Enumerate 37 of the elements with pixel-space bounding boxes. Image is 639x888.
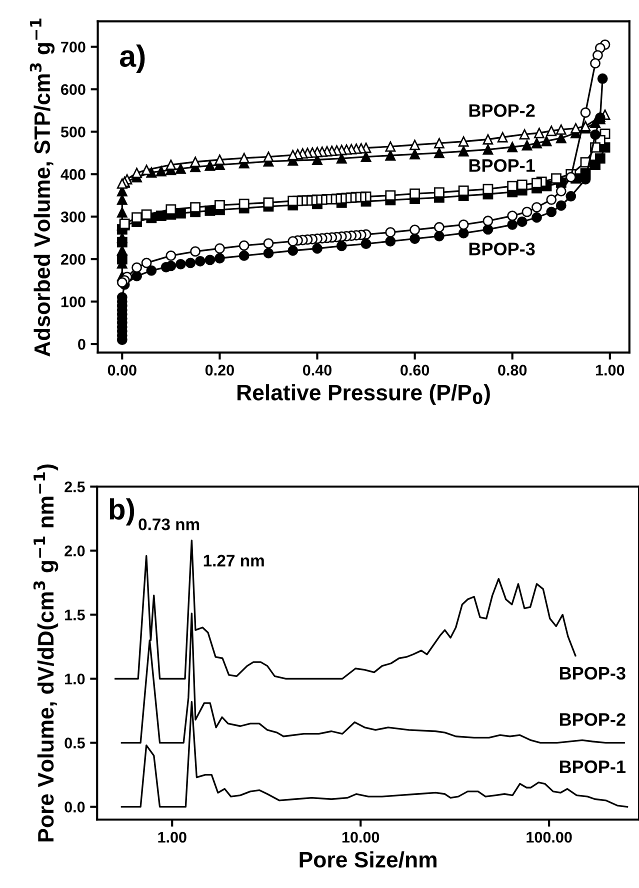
y-axis-title: Adsorbed Volume, STP/cm$^{3}$ g$^{−1}$ <box>30 18 55 356</box>
x-tick-label: 0.40 <box>302 364 332 376</box>
annotation: 0.73 nm <box>138 518 200 530</box>
x-tick-label: 0.00 <box>108 364 136 376</box>
annotation: BPOP-2 <box>560 713 626 726</box>
annotation: 1.27 nm <box>204 554 264 566</box>
x-tick-label: 0.20 <box>205 364 234 376</box>
y-tick-label: 1.0 <box>65 674 85 684</box>
x-tick-label: 100.00 <box>526 832 572 843</box>
x-tick-label: 0.80 <box>498 364 527 376</box>
x-tick-label: 1.00 <box>596 364 624 376</box>
y-tick-label: 0.0 <box>64 802 85 813</box>
y-tick-label: 2.0 <box>64 546 85 556</box>
y-tick-label: 600 <box>61 84 86 95</box>
y-tick-label: 300 <box>60 212 86 222</box>
y-tick-label: 1.5 <box>65 610 85 620</box>
y-tick-label: 200 <box>61 254 86 265</box>
y-tick-label: 0 <box>78 338 86 350</box>
y-tick-label: 700 <box>61 42 86 52</box>
y-tick-label: 400 <box>60 169 86 180</box>
x-tick-label: 10.00 <box>342 832 380 843</box>
y-tick-label: 2.5 <box>64 481 85 492</box>
x-axis-title: Relative Pressure (P/P$_{0}$) <box>238 384 490 405</box>
annotation: BPOP-2 <box>469 104 535 117</box>
x-tick-label: 1.00 <box>158 832 186 843</box>
y-tick-label: 0.5 <box>64 738 85 748</box>
y-tick-label: 100 <box>61 296 86 308</box>
y-tick-label: 500 <box>60 126 86 138</box>
annotation: BPOP-1 <box>560 760 626 774</box>
annotation: BPOP-1 <box>469 159 535 172</box>
y-axis-title: Pore Volume, dV/dD(cm$^{3}$ g$^{−1}$ nm$^{−1}$) <box>33 464 58 842</box>
x-axis-title: Pore Size/nm <box>300 851 436 868</box>
annotation: BPOP-3 <box>469 242 535 256</box>
annotation: BPOP-3 <box>560 666 626 680</box>
x-tick-label: 0.60 <box>400 364 430 376</box>
annotation: b) <box>110 498 134 526</box>
annotation: a) <box>120 44 145 73</box>
